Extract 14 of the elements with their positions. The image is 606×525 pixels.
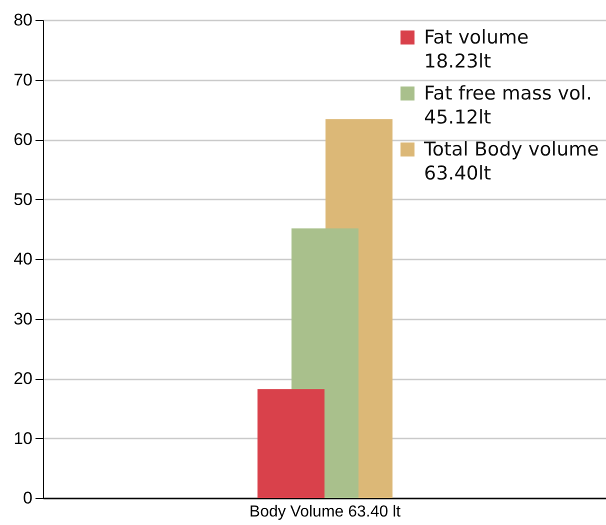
legend-label: Total Body volume 63.40lt [423, 138, 599, 184]
y-tick-label: 0 [23, 488, 32, 508]
y-tick-label: 30 [14, 309, 32, 328]
y-tick-label: 10 [14, 428, 32, 448]
y-tick-label: 50 [14, 190, 32, 209]
y-tick-label: 70 [14, 70, 32, 90]
y-tick-label: 20 [14, 369, 32, 388]
bar [258, 389, 324, 498]
x-tick-label: Body Volume 63.40 lt [249, 504, 402, 520]
y-tick-label: 40 [14, 250, 32, 268]
y-tick-label: 80 [14, 10, 32, 30]
y-tick-label: 60 [14, 130, 32, 149]
legend-label: Fat volume 18.23lt [424, 26, 529, 72]
legend-label: Fat free mass vol. 45.12lt [424, 82, 592, 128]
